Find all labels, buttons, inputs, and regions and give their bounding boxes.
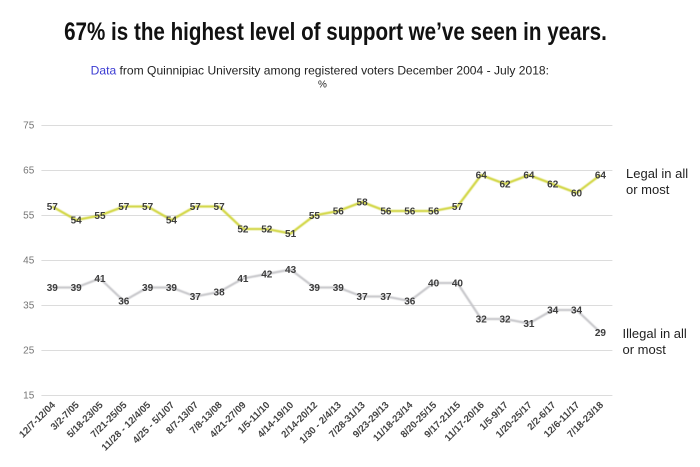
svg-text:60: 60 <box>571 189 583 200</box>
svg-text:or most: or most <box>623 342 667 357</box>
svg-text:57: 57 <box>118 202 130 213</box>
svg-text:15: 15 <box>23 391 35 402</box>
svg-text:64: 64 <box>595 171 607 182</box>
svg-text:39: 39 <box>71 283 83 294</box>
svg-text:57: 57 <box>190 202 202 213</box>
svg-text:39: 39 <box>142 283 154 294</box>
svg-text:25: 25 <box>23 346 35 357</box>
svg-text:54: 54 <box>71 216 83 227</box>
svg-text:Legal in all: Legal in all <box>626 166 688 181</box>
svg-text:38: 38 <box>214 288 226 299</box>
svg-text:35: 35 <box>23 301 35 312</box>
svg-text:31: 31 <box>523 319 535 330</box>
svg-text:43: 43 <box>285 265 297 276</box>
svg-text:41: 41 <box>237 274 249 285</box>
svg-text:55: 55 <box>23 211 35 222</box>
svg-text:32: 32 <box>476 315 488 326</box>
svg-text:57: 57 <box>47 202 59 213</box>
svg-text:42: 42 <box>261 270 273 281</box>
svg-text:54: 54 <box>166 216 178 227</box>
svg-text:56: 56 <box>428 207 440 218</box>
svg-text:62: 62 <box>500 180 512 191</box>
svg-text:64: 64 <box>523 171 535 182</box>
svg-text:56: 56 <box>333 207 345 218</box>
svg-text:%: % <box>318 79 327 90</box>
svg-text:or most: or most <box>626 182 670 197</box>
svg-text:58: 58 <box>357 198 369 209</box>
svg-text:51: 51 <box>285 229 297 240</box>
svg-text:39: 39 <box>166 283 178 294</box>
svg-text:37: 37 <box>380 292 392 303</box>
svg-text:57: 57 <box>142 202 154 213</box>
svg-text:75: 75 <box>23 121 35 132</box>
svg-text:40: 40 <box>428 279 440 290</box>
svg-text:34: 34 <box>571 306 583 317</box>
svg-text:55: 55 <box>94 211 106 222</box>
svg-text:37: 37 <box>190 292 202 303</box>
svg-text:57: 57 <box>214 202 226 213</box>
svg-text:55: 55 <box>309 211 321 222</box>
svg-text:40: 40 <box>452 279 464 290</box>
svg-text:29: 29 <box>595 328 607 339</box>
svg-text:32: 32 <box>500 315 512 326</box>
svg-text:62: 62 <box>547 180 559 191</box>
svg-text:45: 45 <box>23 256 35 267</box>
svg-text:39: 39 <box>47 283 59 294</box>
svg-text:39: 39 <box>333 283 345 294</box>
svg-text:56: 56 <box>380 207 392 218</box>
svg-text:52: 52 <box>261 225 273 236</box>
svg-text:34: 34 <box>547 306 559 317</box>
svg-text:Data from Quinnipiac Universit: Data from Quinnipiac University among re… <box>91 63 549 77</box>
svg-text:52: 52 <box>237 225 249 236</box>
svg-text:Illegal in all: Illegal in all <box>623 326 687 341</box>
svg-text:57: 57 <box>452 202 464 213</box>
svg-text:39: 39 <box>309 283 321 294</box>
svg-text:56: 56 <box>404 207 416 218</box>
svg-text:67% is the highest level of su: 67% is the highest level of support we’v… <box>64 18 607 46</box>
svg-text:41: 41 <box>94 274 106 285</box>
svg-text:36: 36 <box>404 297 416 308</box>
svg-text:12/7-12/04: 12/7-12/04 <box>17 399 58 440</box>
svg-text:65: 65 <box>23 166 35 177</box>
svg-text:36: 36 <box>118 297 130 308</box>
svg-text:64: 64 <box>476 171 488 182</box>
svg-text:37: 37 <box>357 292 369 303</box>
